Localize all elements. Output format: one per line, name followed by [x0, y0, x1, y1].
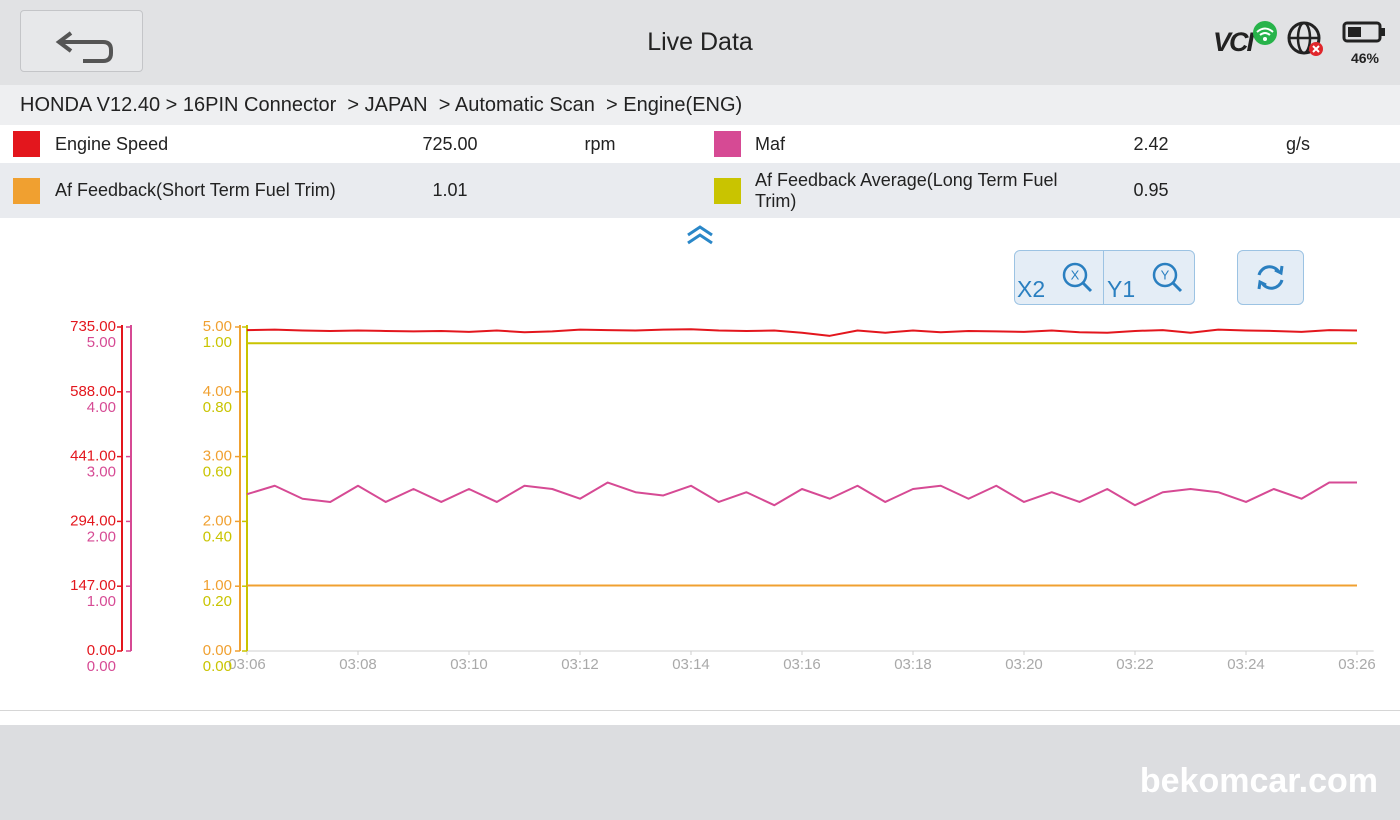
y-tick-label: 1.00 — [87, 593, 116, 610]
x-zoom-icon-label: X — [1071, 267, 1080, 282]
back-icon — [55, 31, 113, 63]
battery-level: 46% — [1350, 50, 1380, 66]
y-tick-label: 0.40 — [203, 528, 232, 545]
y-tick-label: 0.00 — [87, 642, 116, 659]
param-unit: g/s — [1285, 133, 1310, 154]
x-tick-label: 03:20 — [1005, 656, 1043, 673]
x-tick-label: 03:08 — [339, 656, 377, 673]
y-tick-label: 4.00 — [87, 399, 116, 416]
x-zoom-label: X2 — [1017, 276, 1046, 302]
param-row — [0, 163, 1400, 218]
chart: 03:06 03:08 03:10 03:12 03:14 03:16 03:18 03:20… — [70, 318, 1376, 675]
x-zoom-icon: X — [1062, 262, 1093, 293]
x-zoom-button[interactable]: X2 X — [1014, 250, 1103, 305]
y-tick-label: 147.00 — [70, 577, 116, 594]
y-zoom-button[interactable]: Y1 Y — [1104, 250, 1193, 305]
y-tick-label: 0.00 — [87, 658, 116, 675]
y-tick-label: 0.00 — [203, 642, 232, 659]
y-tick-label: 3.00 — [87, 464, 116, 481]
param-name: Af Feedback(Short Term Fuel Trim) — [55, 180, 336, 200]
y-tick-label: 3.00 — [203, 448, 232, 465]
param-unit: rpm — [584, 133, 616, 154]
y-tick-label: 2.00 — [87, 528, 116, 545]
x-tick-label: 03:18 — [894, 656, 932, 673]
y-zoom-label: Y1 — [1107, 276, 1136, 302]
param-value: 1.01 — [432, 180, 468, 200]
y-zoom-icon: Y — [1152, 262, 1183, 293]
refresh-icon — [1257, 265, 1284, 290]
breadcrumb: HONDA V12.40 > 16PIN Connector > JAPAN >… — [20, 94, 743, 116]
bottom-bar — [0, 725, 1400, 820]
collapse-icon[interactable] — [684, 223, 716, 247]
x-tick-label: 03:16 — [783, 656, 821, 673]
top-bar — [0, 0, 1400, 85]
y-tick-label: 1.00 — [203, 334, 232, 351]
y-tick-label: 2.00 — [203, 512, 232, 529]
x-tick-label: 03:24 — [1227, 656, 1265, 673]
y-tick-label: 5.00 — [203, 318, 232, 335]
y-tick-label: 0.60 — [203, 464, 232, 481]
x-tick-label: 03:22 — [1116, 656, 1154, 673]
screen-title: Live Data — [647, 28, 753, 56]
zoom-buttons — [1014, 250, 1195, 305]
y-tick-label: 4.00 — [203, 383, 232, 400]
data-line — [246, 328, 1358, 337]
param-name: Maf — [755, 133, 786, 154]
watermark: bekomcar.com — [1139, 762, 1378, 800]
vci-status: VCI — [1213, 27, 1254, 57]
y-tick-label: 294.00 — [70, 512, 116, 529]
x-tick-label: 03:26 — [1338, 656, 1376, 673]
param-value: 0.95 — [1133, 180, 1169, 200]
x-tick-label: 03:12 — [561, 656, 599, 673]
y-tick-label: 441.00 — [70, 448, 116, 465]
battery-icon — [1342, 21, 1385, 43]
back-button[interactable] — [20, 10, 143, 72]
param-swatch — [714, 131, 741, 157]
breadcrumb-bar — [0, 85, 1400, 125]
wifi-icon — [1253, 21, 1277, 45]
param-swatch — [714, 177, 741, 204]
x-tick-label: 03:10 — [450, 656, 488, 673]
y-zoom-icon-label: Y — [1161, 267, 1170, 282]
param-name: Af Feedback Average(Long Term Fuel Trim) — [755, 169, 1058, 211]
y-tick-label: 0.20 — [203, 593, 232, 610]
param-swatch — [13, 131, 40, 157]
y-tick-label: 588.00 — [70, 383, 116, 400]
x-tick-label: 03:06 — [228, 656, 266, 673]
y-tick-label: 735.00 — [70, 318, 116, 335]
param-name: Engine Speed — [55, 133, 169, 154]
param-value: 725.00 — [422, 133, 478, 154]
divider — [0, 710, 1400, 711]
y-tick-label: 0.00 — [203, 658, 232, 675]
button-divider — [1103, 251, 1104, 304]
param-value: 2.42 — [1133, 133, 1169, 154]
y-tick-label: 5.00 — [87, 334, 116, 351]
y-tick-label: 0.80 — [203, 399, 232, 416]
data-line — [246, 481, 1357, 507]
param-swatch — [13, 177, 40, 204]
param-row — [0, 125, 1400, 163]
refresh-button[interactable] — [1237, 250, 1304, 305]
x-tick-label: 03:14 — [672, 656, 710, 673]
y-tick-label: 1.00 — [203, 577, 232, 594]
network-icon — [1287, 21, 1323, 56]
